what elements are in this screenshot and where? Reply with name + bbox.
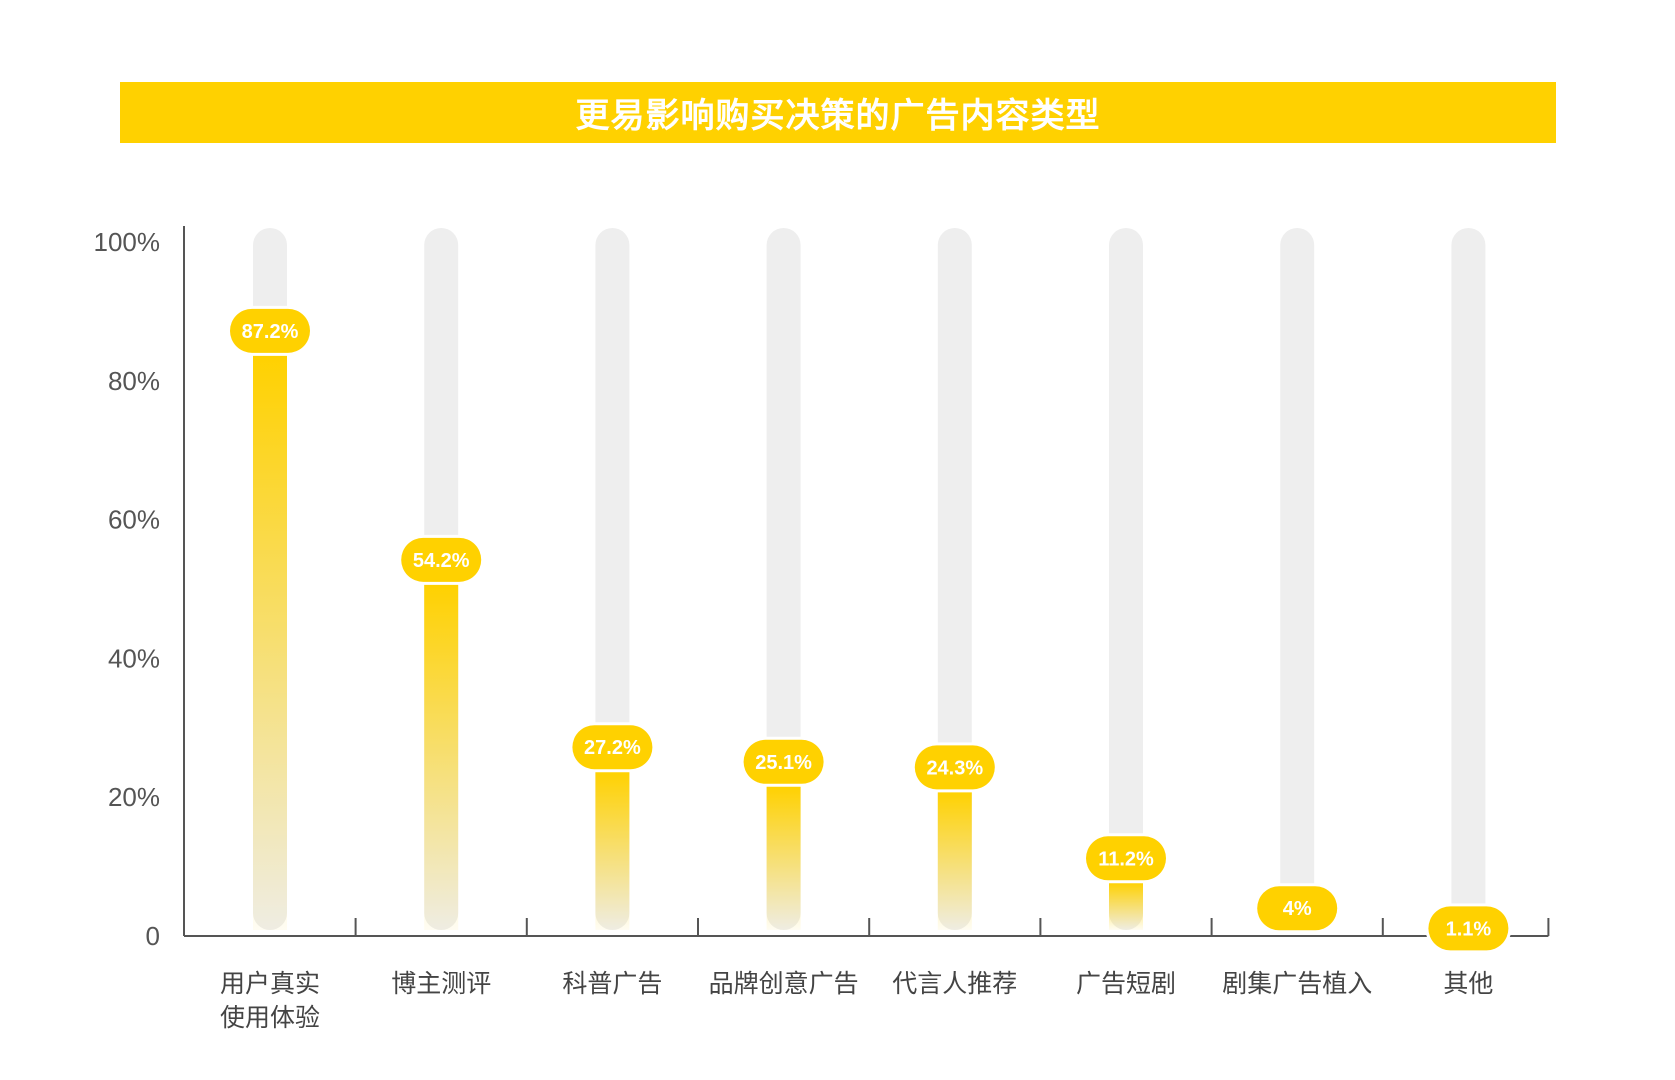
bar-track — [1280, 228, 1315, 930]
data-label: 11.2% — [1098, 848, 1154, 870]
value-pill — [1086, 836, 1166, 881]
y-tick-label: 0 — [146, 921, 160, 951]
data-label: 87.2% — [242, 321, 299, 343]
bars — [253, 354, 1143, 930]
bar — [595, 771, 630, 930]
y-tick-label: 20% — [108, 782, 160, 812]
value-pill — [1428, 906, 1509, 951]
x-tick-label: 科普广告 — [562, 969, 662, 998]
y-tick-label: 80% — [108, 366, 160, 396]
axes — [183, 226, 1550, 937]
x-tick-label: 博主测评 — [391, 969, 491, 998]
value-pill — [914, 745, 995, 790]
x-tick-label: 用户真实 — [220, 969, 320, 998]
y-tick-label: 40% — [108, 643, 160, 673]
value-pill — [230, 308, 310, 353]
y-tick-label: 100% — [94, 227, 161, 257]
data-label: 24.3% — [926, 757, 983, 779]
data-label: 25.1% — [755, 752, 812, 774]
bar — [253, 354, 287, 930]
value-pill — [743, 739, 824, 784]
data-label: 1.1% — [1446, 918, 1492, 940]
chart-title-bar: 更易影响购买决策的广告内容类型 — [120, 82, 1556, 143]
bar — [424, 583, 459, 930]
data-label: 54.2% — [413, 550, 470, 572]
bar — [766, 785, 801, 930]
x-tick-label: 剧集广告植入 — [1222, 969, 1372, 998]
value-pill — [572, 725, 653, 770]
bar-track — [1451, 228, 1486, 930]
value-pill — [1257, 886, 1338, 931]
chart-title: 更易影响购买决策的广告内容类型 — [575, 96, 1101, 136]
bar-track — [1109, 228, 1143, 930]
data-label: 4% — [1283, 898, 1312, 920]
x-tick-label: 使用体验 — [220, 1003, 320, 1032]
bar — [937, 791, 972, 930]
x-tick-label: 代言人推荐 — [892, 969, 1017, 998]
bar — [1109, 882, 1143, 930]
value-pill — [401, 537, 482, 582]
y-tick-label: 60% — [108, 505, 160, 535]
x-tick-label: 广告短剧 — [1076, 969, 1176, 998]
data-label: 27.2% — [584, 737, 641, 759]
x-tick-label: 品牌创意广告 — [709, 969, 859, 998]
x-tick-label: 其他 — [1443, 969, 1493, 998]
